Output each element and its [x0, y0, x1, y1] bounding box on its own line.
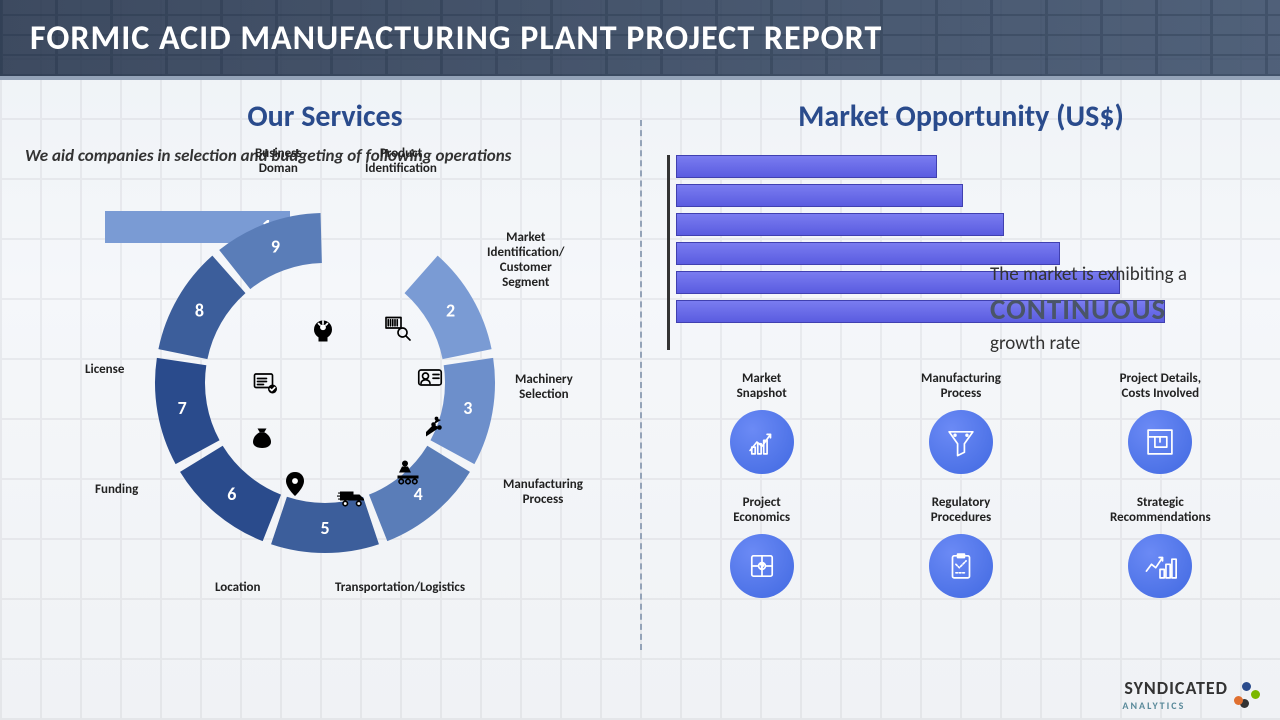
feature-2: Manufacturing Process	[866, 368, 1055, 474]
footer-brand: SYNDICATED ANALYTICS	[1124, 677, 1260, 712]
feature-label-1: Market Snapshot	[667, 368, 856, 402]
growth-lead: The market is exhibiting a	[990, 263, 1187, 286]
segment-number-2: 2	[446, 300, 455, 322]
market-title: Market Opportunity (US$)	[667, 98, 1255, 135]
services-panel: Our Services We aid companies in selecti…	[25, 90, 640, 680]
brand-logo-icon	[1234, 682, 1260, 708]
maze-icon	[1128, 410, 1192, 474]
brand-name: SYNDICATED	[1124, 677, 1228, 699]
feature-3: Project Details, Costs Involved	[1066, 368, 1255, 474]
segment-number-3: 3	[463, 397, 472, 419]
market-growth-text: The market is exhibiting a CONTINUOUS gr…	[990, 262, 1245, 356]
segment-label-3: Market Identification/ Customer Segment	[487, 231, 564, 291]
segment-label-7: Location	[215, 581, 261, 596]
feature-label-5: Regulatory Procedures	[866, 492, 1055, 526]
market-panel: Market Opportunity (US$) The market is e…	[642, 90, 1255, 680]
clipboard-icon	[929, 534, 993, 598]
main-content: Our Services We aid companies in selecti…	[0, 80, 1280, 680]
segment-label-2: Product Identification	[365, 147, 437, 177]
growth-bars-icon	[1128, 534, 1192, 598]
page-title: FORMIC ACID MANUFACTURING PLANT PROJECT …	[30, 18, 882, 59]
feature-label-4: Project Economics	[667, 492, 856, 526]
svg-text:?: ?	[760, 563, 764, 572]
services-title: Our Services	[25, 98, 625, 135]
feature-4: Project Economics ?	[667, 492, 856, 598]
segment-number-9: 9	[271, 236, 280, 258]
feature-1: Market Snapshot	[667, 368, 856, 474]
feature-label-2: Manufacturing Process	[866, 368, 1055, 402]
segment-number-6: 6	[227, 483, 236, 505]
puzzle-icon: ?	[730, 534, 794, 598]
ring-segment-7	[155, 358, 220, 464]
segment-label-4: Machinery Selection	[515, 373, 573, 403]
segment-label-8: Funding	[95, 483, 138, 498]
market-bar-3	[676, 213, 1004, 236]
segment-number-5: 5	[320, 517, 329, 539]
feature-label-3: Project Details, Costs Involved	[1066, 368, 1255, 402]
feature-label-6: Strategic Recommendations	[1066, 492, 1255, 526]
svg-text:$: $	[260, 436, 265, 447]
segment-label-6: Transportation/Logistics	[335, 581, 465, 596]
market-bar-2	[676, 184, 963, 207]
growth-big: CONTINUOUS	[990, 290, 1245, 329]
brand-sub: ANALYTICS	[1122, 699, 1228, 712]
growth-trail: growth rate	[990, 332, 1080, 355]
segment-number-8: 8	[195, 300, 204, 322]
funnel-icon	[929, 410, 993, 474]
segment-number-7: 7	[178, 397, 187, 419]
services-subtitle: We aid companies in selection and budget…	[25, 145, 625, 167]
segment-label-1: Business Doman	[255, 147, 302, 177]
feature-grid: Market Snapshot Manufacturing Process Pr…	[667, 368, 1255, 598]
header-banner: FORMIC ACID MANUFACTURING PLANT PROJECT …	[0, 0, 1280, 80]
chart-up-icon	[730, 410, 794, 474]
services-ring-diagram: 1 23456789 Business DomanProduct Identif…	[115, 173, 535, 593]
market-bar-1	[676, 155, 937, 178]
segment-label-9: License	[85, 363, 124, 378]
feature-5: Regulatory Procedures	[866, 492, 1055, 598]
feature-6: Strategic Recommendations	[1066, 492, 1255, 598]
segment-number-4: 4	[414, 483, 423, 505]
segment-label-5: Manufacturing Process	[503, 478, 583, 508]
